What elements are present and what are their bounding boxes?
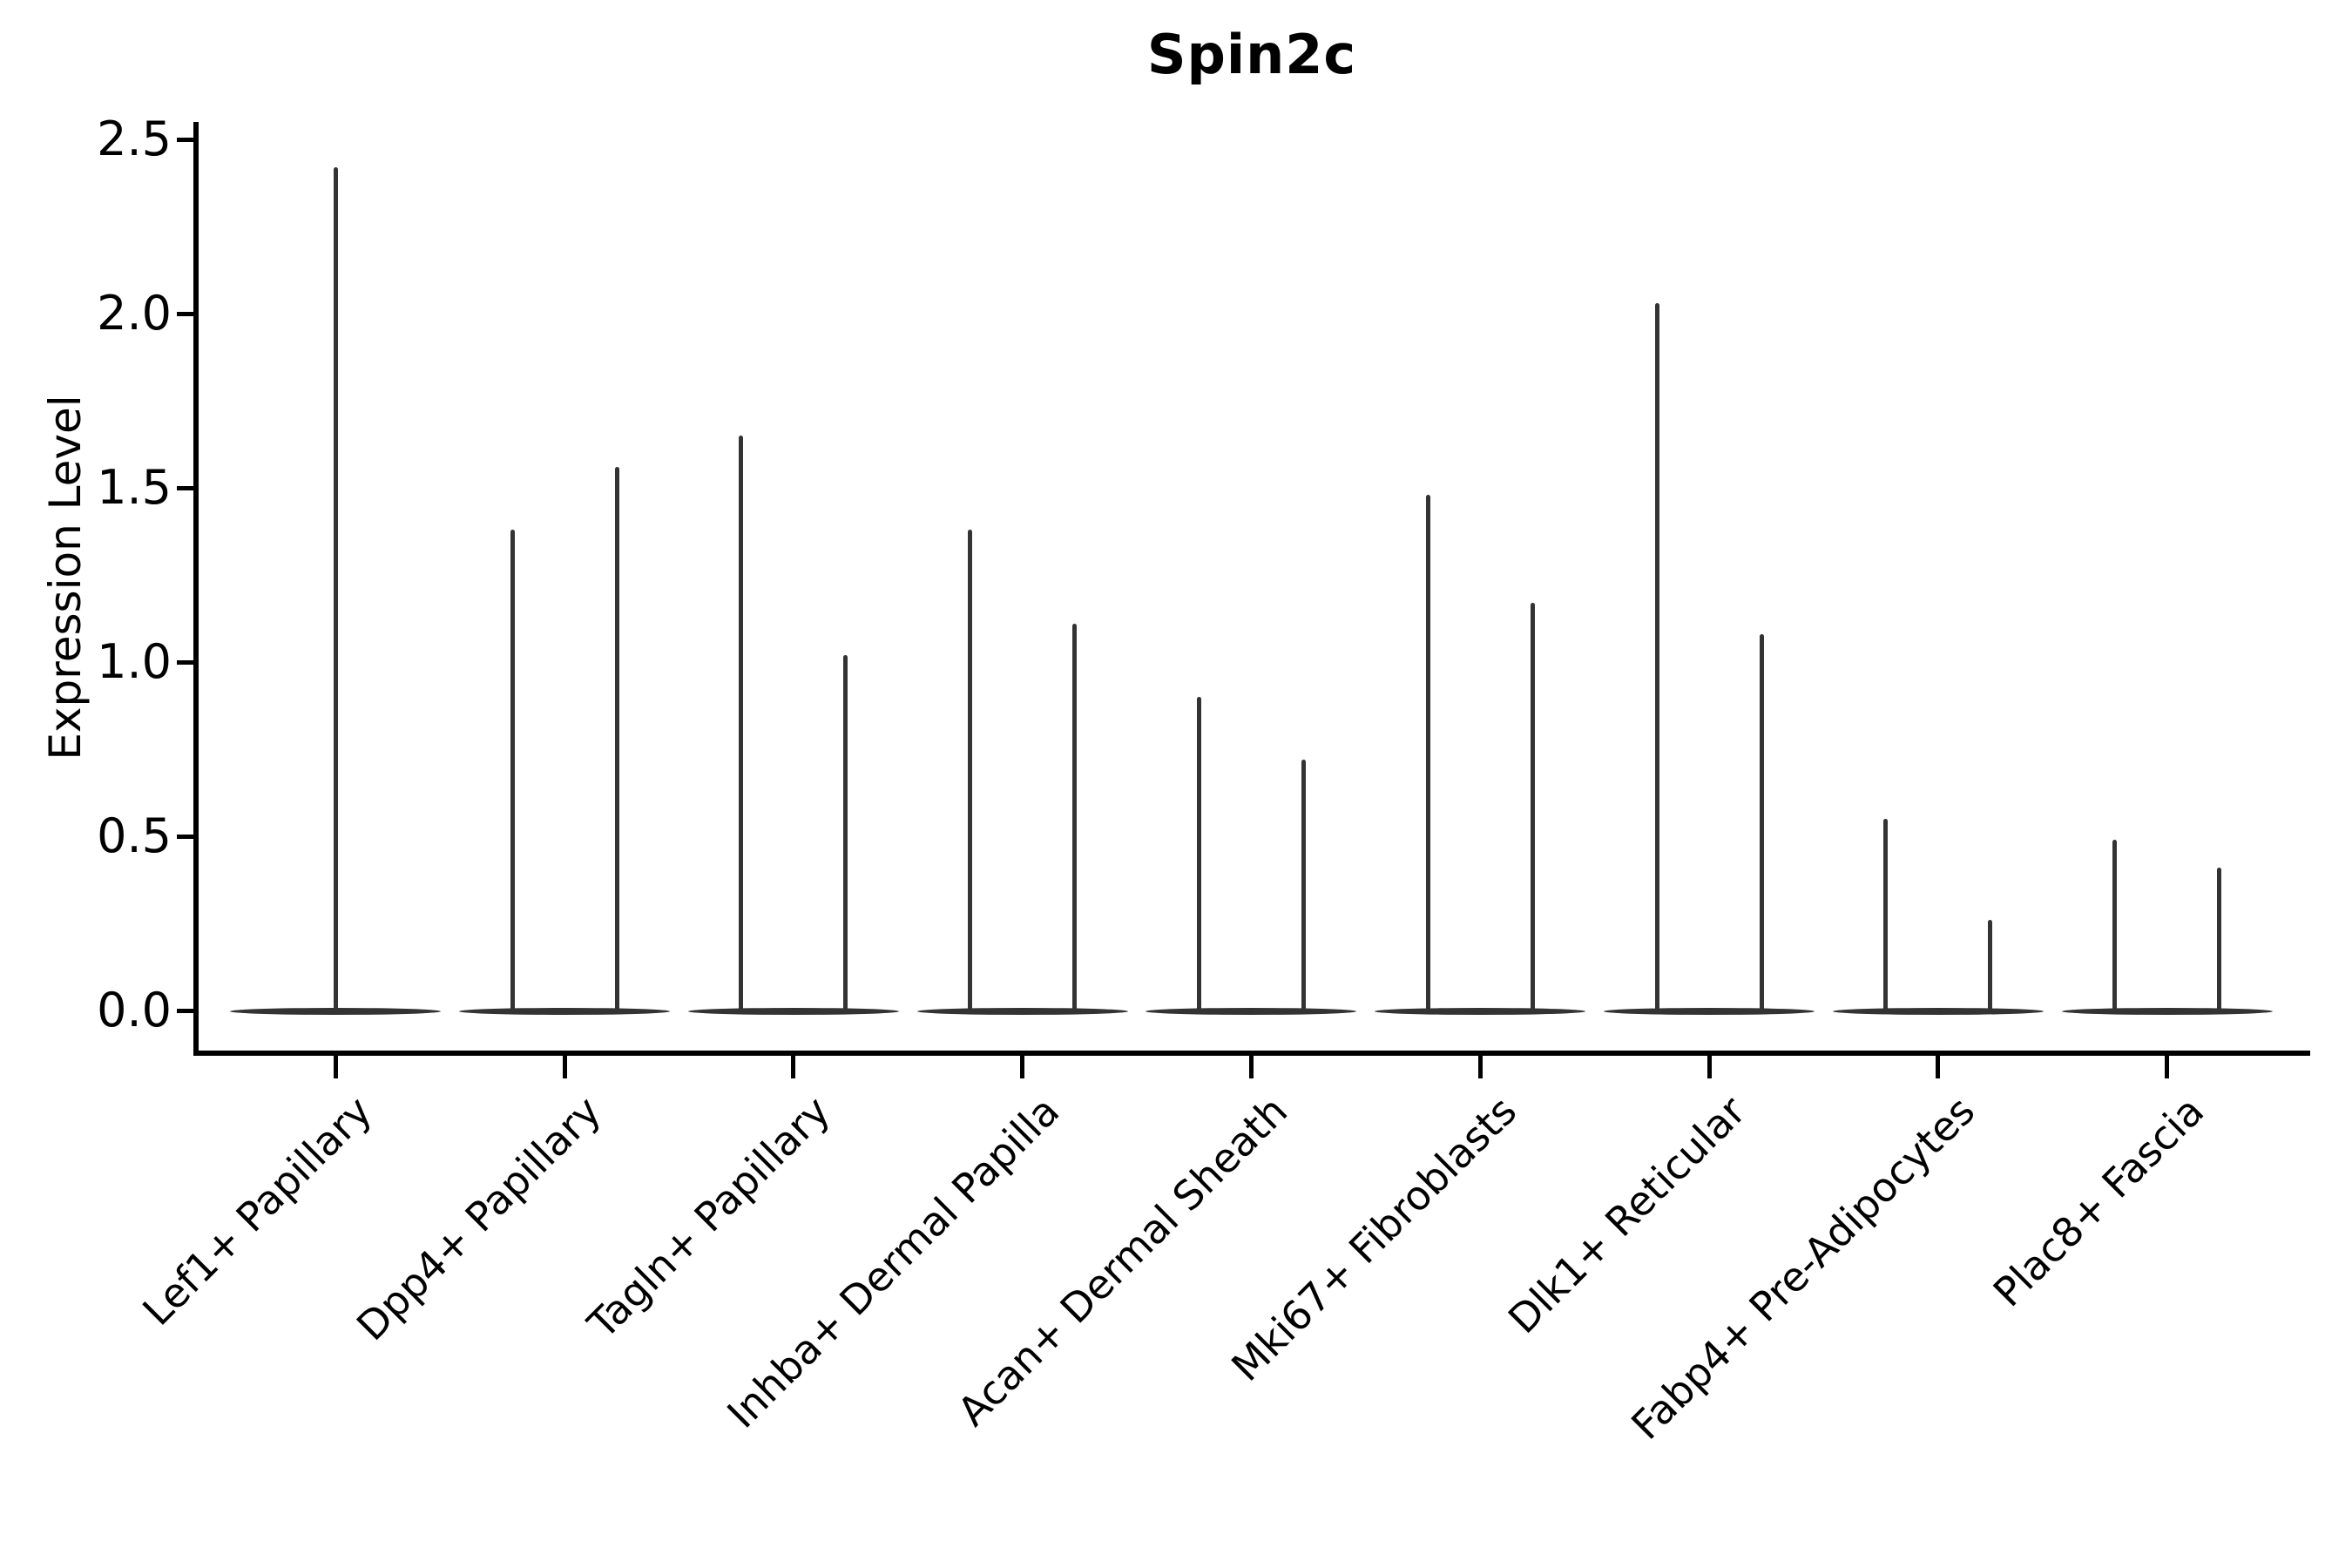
violin-spike bbox=[614, 467, 619, 1012]
violin-spike bbox=[739, 436, 744, 1012]
violin-spike bbox=[1654, 303, 1659, 1012]
x-category-label: Plac8+ Fascia bbox=[1984, 1087, 2213, 1316]
x-tick bbox=[791, 1056, 796, 1078]
violin-base bbox=[1832, 1008, 2044, 1015]
x-category-label: Tagln+ Papillary bbox=[578, 1087, 839, 1348]
violin-spike bbox=[1301, 760, 1306, 1012]
x-tick bbox=[1936, 1056, 1941, 1078]
violin-base bbox=[1604, 1008, 1815, 1015]
violin-spike bbox=[1425, 495, 1430, 1012]
violin-spike bbox=[2112, 840, 2118, 1012]
x-axis-spine bbox=[193, 1051, 2310, 1056]
violin-base bbox=[2061, 1008, 2273, 1015]
violin-spike bbox=[510, 530, 515, 1012]
violin-base bbox=[687, 1008, 899, 1015]
x-category-label: Mki67+ Fibroblasts bbox=[1222, 1087, 1526, 1390]
x-category-label: Dlk1+ Reticular bbox=[1498, 1087, 1755, 1343]
violin-base bbox=[1146, 1008, 1357, 1015]
y-tick-label: 0.5 bbox=[97, 808, 172, 863]
y-tick-label: 2.5 bbox=[97, 112, 172, 166]
x-category-label: Acan+ Dermal Sheath bbox=[949, 1087, 1297, 1436]
y-tick bbox=[177, 485, 193, 490]
violin-spike bbox=[333, 167, 338, 1012]
violin-spike bbox=[843, 655, 848, 1012]
violin-spike bbox=[1072, 624, 1078, 1012]
x-tick bbox=[333, 1056, 338, 1078]
y-tick bbox=[177, 311, 193, 316]
y-tick-label: 2.0 bbox=[97, 286, 172, 341]
x-tick bbox=[562, 1056, 567, 1078]
y-tick-label: 1.0 bbox=[97, 634, 172, 689]
y-tick bbox=[177, 659, 193, 665]
x-tick bbox=[2165, 1056, 2170, 1078]
y-axis-spine bbox=[193, 122, 199, 1056]
y-tick bbox=[177, 1008, 193, 1013]
x-tick bbox=[1707, 1056, 1712, 1078]
violin-spike bbox=[2217, 868, 2222, 1012]
x-category-label: Fabp4+ Pre-Adipocytes bbox=[1622, 1087, 1984, 1449]
violin-base bbox=[916, 1008, 1128, 1015]
y-tick-label: 0.0 bbox=[97, 983, 172, 1037]
violin-spike bbox=[968, 530, 973, 1012]
chart-title: Spin2c bbox=[1146, 23, 1357, 86]
y-tick-label: 1.5 bbox=[97, 460, 172, 515]
violin-base bbox=[459, 1008, 670, 1015]
violin-base bbox=[1375, 1008, 1586, 1015]
x-category-label: Dpp4+ Papillary bbox=[347, 1087, 611, 1350]
violin-spike bbox=[1530, 603, 1535, 1012]
x-tick bbox=[1020, 1056, 1025, 1078]
y-tick bbox=[177, 834, 193, 839]
x-tick bbox=[1477, 1056, 1483, 1078]
violin-spike bbox=[1196, 697, 1201, 1012]
x-tick bbox=[1248, 1056, 1254, 1078]
violin-spike bbox=[1988, 920, 1993, 1012]
y-tick bbox=[177, 137, 193, 142]
x-category-label: Inhba+ Dermal Papilla bbox=[717, 1087, 1068, 1437]
violin-spike bbox=[1759, 634, 1764, 1012]
violin-spike bbox=[1883, 819, 1889, 1012]
